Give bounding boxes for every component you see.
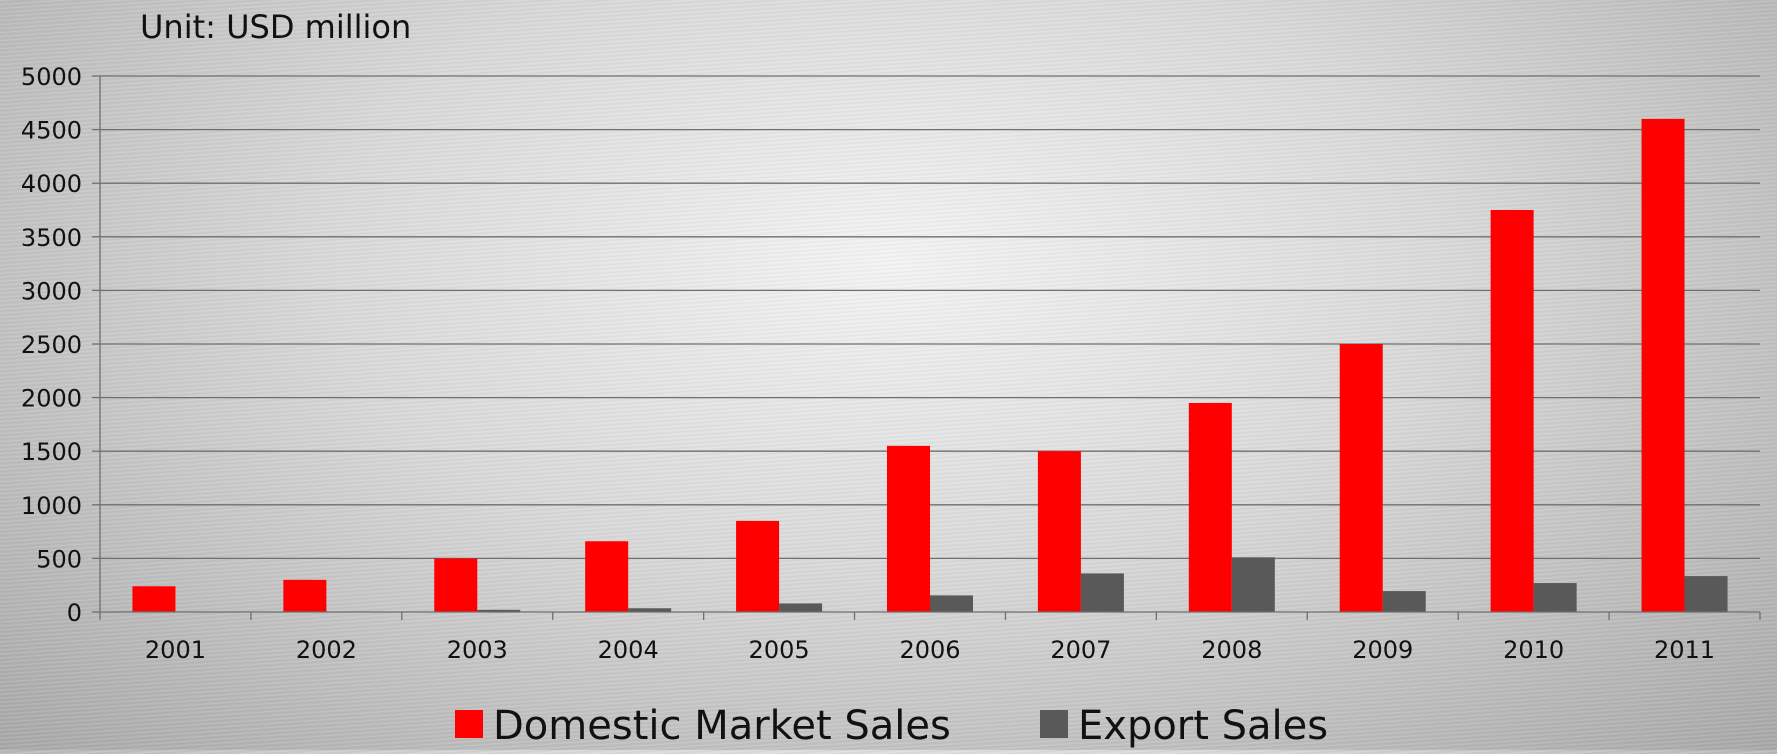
bar-domestic-2009 [1339,344,1383,612]
x-tick-label: 2008 [1201,636,1262,664]
y-tick-label: 2500 [21,331,82,359]
bar-domestic-2005 [736,520,780,612]
y-tick-label: 500 [36,545,82,573]
x-tick-label: 2009 [1352,636,1413,664]
bar-export-2011 [1684,576,1728,612]
legend-label-export: Export Sales [1078,703,1328,749]
x-tick-label: 2002 [296,636,357,664]
x-axis [99,76,1761,620]
y-tick-label: 5000 [21,63,82,91]
x-tick-label: 2011 [1654,636,1715,664]
y-tick-label: 1000 [21,492,82,520]
y-tick-label: 3000 [21,277,82,305]
bar-domestic-2003 [434,558,478,612]
bar-domestic-2010 [1490,210,1534,612]
bar-domestic-2004 [585,541,629,612]
y-tick-label: 4500 [21,117,82,145]
x-tick-label: 2003 [447,636,508,664]
bar-export-2009 [1382,591,1426,612]
legend: Domestic Market Sales Export Sales [455,703,1328,749]
legend-swatch-domestic [455,710,483,738]
y-tick-label: 0 [67,599,82,627]
bar-domestic-2008 [1188,402,1232,612]
bar-domestic-2002 [283,579,327,612]
unit-label: Unit: USD million [140,8,411,46]
bar-export-2006 [930,595,974,612]
legend-label-domestic: Domestic Market Sales [493,703,951,749]
x-tick-label: 2004 [598,636,659,664]
x-tick-label: 2007 [1050,636,1111,664]
bar-export-2007 [1080,573,1124,612]
bar-export-2003 [477,609,521,612]
x-tick-label: 2006 [899,636,960,664]
bar-export-2005 [779,603,823,612]
y-tick-label: 2000 [21,385,82,413]
bar-domestic-2011 [1641,118,1685,612]
y-axis-tick-labels: 0 500 1000 1500 2000 2500 3000 3500 4000 4500 5000 [21,63,82,627]
x-tick-label: 2005 [749,636,810,664]
bar-export-2008 [1231,557,1275,612]
bar-export-2004 [628,608,672,612]
bar-domestic-2006 [886,445,930,612]
legend-swatch-export [1040,710,1068,738]
bar-export-2010 [1533,583,1577,612]
bar-domestic-2001 [132,586,176,612]
bar-domestic-2007 [1037,451,1081,612]
x-tick-label: 2010 [1503,636,1564,664]
bars [132,118,1728,612]
y-tick-label: 1500 [21,438,82,466]
x-tick-label: 2001 [145,636,206,664]
y-tick-label: 3500 [21,224,82,252]
y-tick-label: 4000 [21,170,82,198]
x-axis-tick-labels: 2001 2002 2003 2004 2005 2006 2007 2008 2009 2010… [145,636,1715,664]
